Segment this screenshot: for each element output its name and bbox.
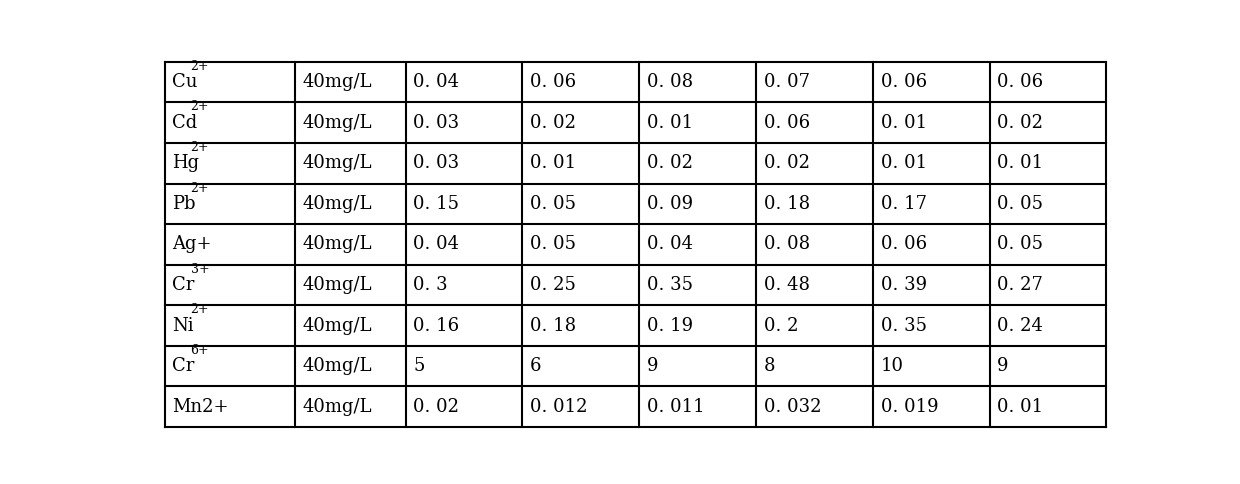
Text: 2+: 2+ xyxy=(191,141,210,154)
Text: 40mg/L: 40mg/L xyxy=(303,114,372,132)
Text: Mn2+: Mn2+ xyxy=(172,398,229,416)
Text: 0. 2: 0. 2 xyxy=(764,317,799,334)
Text: 0. 16: 0. 16 xyxy=(413,317,460,334)
Text: Ag+: Ag+ xyxy=(172,235,212,254)
Text: 0. 18: 0. 18 xyxy=(764,195,810,213)
Text: 9: 9 xyxy=(997,357,1009,375)
Text: 0. 05: 0. 05 xyxy=(997,235,1043,254)
Text: 0. 09: 0. 09 xyxy=(647,195,693,213)
Text: 0. 08: 0. 08 xyxy=(647,73,693,91)
Text: Cr: Cr xyxy=(172,357,195,375)
Text: 6+: 6+ xyxy=(191,344,210,357)
Text: 40mg/L: 40mg/L xyxy=(303,154,372,172)
Text: 0. 01: 0. 01 xyxy=(880,154,926,172)
Text: 0. 06: 0. 06 xyxy=(531,73,577,91)
Text: 0. 04: 0. 04 xyxy=(413,73,459,91)
Text: 0. 02: 0. 02 xyxy=(413,398,459,416)
Text: 0. 02: 0. 02 xyxy=(531,114,577,132)
Text: 0. 15: 0. 15 xyxy=(413,195,459,213)
Text: 6: 6 xyxy=(531,357,542,375)
Text: 0. 05: 0. 05 xyxy=(531,235,577,254)
Text: 0. 05: 0. 05 xyxy=(531,195,577,213)
Text: 0. 01: 0. 01 xyxy=(647,114,693,132)
Text: 0. 011: 0. 011 xyxy=(647,398,704,416)
Text: 5: 5 xyxy=(413,357,425,375)
Text: Ni: Ni xyxy=(172,317,193,334)
Text: 0. 08: 0. 08 xyxy=(764,235,810,254)
Text: 0. 35: 0. 35 xyxy=(880,317,926,334)
Text: 0. 39: 0. 39 xyxy=(880,276,926,294)
Text: 40mg/L: 40mg/L xyxy=(303,195,372,213)
Text: 10: 10 xyxy=(880,357,904,375)
Text: 0. 35: 0. 35 xyxy=(647,276,693,294)
Text: Cr: Cr xyxy=(172,276,195,294)
Text: 0. 032: 0. 032 xyxy=(764,398,821,416)
Text: 40mg/L: 40mg/L xyxy=(303,276,372,294)
Text: 0. 03: 0. 03 xyxy=(413,114,460,132)
Text: 8: 8 xyxy=(764,357,775,375)
Text: Cd: Cd xyxy=(172,114,197,132)
Text: Cu: Cu xyxy=(172,73,198,91)
Text: 2+: 2+ xyxy=(191,182,210,195)
Text: 0. 06: 0. 06 xyxy=(997,73,1043,91)
Text: 0. 01: 0. 01 xyxy=(997,154,1043,172)
Text: 0. 03: 0. 03 xyxy=(413,154,460,172)
Text: 0. 06: 0. 06 xyxy=(880,235,926,254)
Text: 40mg/L: 40mg/L xyxy=(303,73,372,91)
Text: 0. 27: 0. 27 xyxy=(997,276,1043,294)
Text: 40mg/L: 40mg/L xyxy=(303,398,372,416)
Text: 0. 18: 0. 18 xyxy=(531,317,577,334)
Text: 0. 04: 0. 04 xyxy=(413,235,459,254)
Text: 0. 02: 0. 02 xyxy=(764,154,810,172)
Text: 0. 04: 0. 04 xyxy=(647,235,693,254)
Text: 2+: 2+ xyxy=(191,60,210,73)
Text: 0. 19: 0. 19 xyxy=(647,317,693,334)
Text: 2+: 2+ xyxy=(191,100,210,113)
Text: Pb: Pb xyxy=(172,195,196,213)
Text: 0. 17: 0. 17 xyxy=(880,195,926,213)
Text: 0. 01: 0. 01 xyxy=(880,114,926,132)
Text: 0. 019: 0. 019 xyxy=(880,398,939,416)
Text: 40mg/L: 40mg/L xyxy=(303,235,372,254)
Text: 0. 01: 0. 01 xyxy=(997,398,1043,416)
Text: 3+: 3+ xyxy=(191,263,210,276)
Text: 0. 02: 0. 02 xyxy=(997,114,1043,132)
Text: 40mg/L: 40mg/L xyxy=(303,317,372,334)
Text: 0. 02: 0. 02 xyxy=(647,154,693,172)
Text: 40mg/L: 40mg/L xyxy=(303,357,372,375)
Text: 0. 05: 0. 05 xyxy=(997,195,1043,213)
Text: Hg: Hg xyxy=(172,154,200,172)
Text: 0. 01: 0. 01 xyxy=(531,154,577,172)
Text: 0. 3: 0. 3 xyxy=(413,276,448,294)
Text: 0. 48: 0. 48 xyxy=(764,276,810,294)
Text: 2+: 2+ xyxy=(191,303,210,316)
Text: 9: 9 xyxy=(647,357,658,375)
Text: 0. 06: 0. 06 xyxy=(880,73,926,91)
Text: 0. 07: 0. 07 xyxy=(764,73,810,91)
Text: 0. 25: 0. 25 xyxy=(531,276,577,294)
Text: 0. 24: 0. 24 xyxy=(997,317,1043,334)
Text: 0. 06: 0. 06 xyxy=(764,114,810,132)
Text: 0. 012: 0. 012 xyxy=(531,398,588,416)
